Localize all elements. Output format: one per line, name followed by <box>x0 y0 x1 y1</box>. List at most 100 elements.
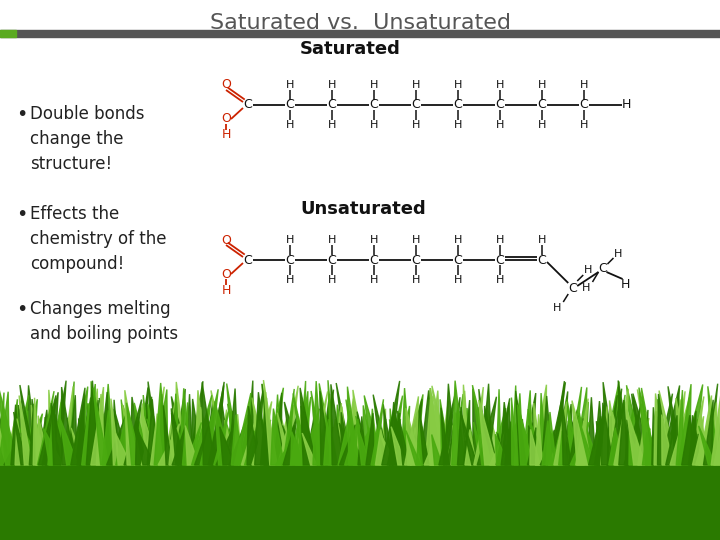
Polygon shape <box>412 411 425 465</box>
Polygon shape <box>478 407 487 465</box>
Polygon shape <box>234 393 251 465</box>
Polygon shape <box>693 416 703 465</box>
Polygon shape <box>698 395 711 465</box>
Polygon shape <box>530 429 540 465</box>
Polygon shape <box>362 430 374 465</box>
Polygon shape <box>355 409 361 465</box>
Polygon shape <box>19 395 32 465</box>
Polygon shape <box>708 386 719 465</box>
Polygon shape <box>163 406 172 465</box>
Polygon shape <box>577 413 589 465</box>
Text: O: O <box>221 112 231 125</box>
Polygon shape <box>662 415 673 465</box>
Polygon shape <box>391 427 407 465</box>
Polygon shape <box>116 431 132 465</box>
Polygon shape <box>49 390 55 465</box>
Polygon shape <box>600 407 607 465</box>
Polygon shape <box>486 434 501 465</box>
Polygon shape <box>55 417 74 465</box>
Polygon shape <box>102 384 114 465</box>
Text: H: H <box>496 120 504 130</box>
Polygon shape <box>301 406 315 465</box>
Polygon shape <box>215 401 232 465</box>
Polygon shape <box>552 407 568 465</box>
Polygon shape <box>150 387 164 465</box>
Polygon shape <box>4 433 22 465</box>
Polygon shape <box>528 426 541 465</box>
Polygon shape <box>522 390 532 465</box>
Polygon shape <box>586 427 599 465</box>
Text: C: C <box>286 98 294 111</box>
Polygon shape <box>336 407 347 465</box>
Polygon shape <box>577 415 594 465</box>
Polygon shape <box>338 411 350 465</box>
Polygon shape <box>451 394 463 465</box>
Polygon shape <box>601 403 613 465</box>
Polygon shape <box>632 418 649 465</box>
Polygon shape <box>192 395 212 465</box>
Polygon shape <box>356 424 371 465</box>
Polygon shape <box>402 411 418 465</box>
Polygon shape <box>609 428 622 465</box>
Polygon shape <box>82 384 95 465</box>
Polygon shape <box>86 431 99 465</box>
Polygon shape <box>218 410 227 465</box>
Polygon shape <box>552 422 562 465</box>
Polygon shape <box>67 417 78 465</box>
Polygon shape <box>241 416 257 465</box>
Polygon shape <box>171 408 187 465</box>
Polygon shape <box>392 418 405 465</box>
Polygon shape <box>501 403 513 465</box>
Polygon shape <box>316 428 328 465</box>
Polygon shape <box>0 392 9 465</box>
Polygon shape <box>562 404 572 465</box>
Polygon shape <box>189 431 197 465</box>
Polygon shape <box>498 434 505 465</box>
Polygon shape <box>231 415 243 465</box>
Polygon shape <box>562 401 571 465</box>
Polygon shape <box>122 404 142 465</box>
Polygon shape <box>154 383 168 465</box>
Polygon shape <box>353 390 367 465</box>
Polygon shape <box>546 412 557 465</box>
Polygon shape <box>439 390 456 465</box>
Polygon shape <box>359 430 370 465</box>
Polygon shape <box>572 401 590 465</box>
Polygon shape <box>336 404 348 465</box>
Polygon shape <box>390 420 403 465</box>
Polygon shape <box>580 430 590 465</box>
Polygon shape <box>495 434 509 465</box>
Polygon shape <box>208 434 220 465</box>
Polygon shape <box>383 404 393 465</box>
Polygon shape <box>130 397 143 465</box>
Polygon shape <box>405 396 418 465</box>
Polygon shape <box>202 382 215 465</box>
Polygon shape <box>78 418 87 465</box>
Polygon shape <box>549 430 562 465</box>
Polygon shape <box>420 434 432 465</box>
Polygon shape <box>424 429 438 465</box>
Polygon shape <box>596 421 607 465</box>
Text: H: H <box>328 80 336 90</box>
Polygon shape <box>313 404 320 465</box>
Polygon shape <box>676 398 690 465</box>
Polygon shape <box>474 422 485 465</box>
Polygon shape <box>645 421 660 465</box>
Text: C: C <box>495 253 505 267</box>
Polygon shape <box>508 430 520 465</box>
Polygon shape <box>629 433 642 465</box>
Polygon shape <box>464 408 477 465</box>
Polygon shape <box>23 399 37 465</box>
Polygon shape <box>252 397 269 465</box>
Polygon shape <box>681 410 696 465</box>
Polygon shape <box>252 401 271 465</box>
Polygon shape <box>99 392 110 465</box>
Polygon shape <box>171 396 192 465</box>
Text: C: C <box>454 253 462 267</box>
Text: Saturated: Saturated <box>300 40 401 58</box>
Text: H: H <box>538 235 546 245</box>
Text: H: H <box>454 275 462 285</box>
Polygon shape <box>440 399 451 465</box>
Polygon shape <box>610 401 621 465</box>
Polygon shape <box>293 393 309 465</box>
